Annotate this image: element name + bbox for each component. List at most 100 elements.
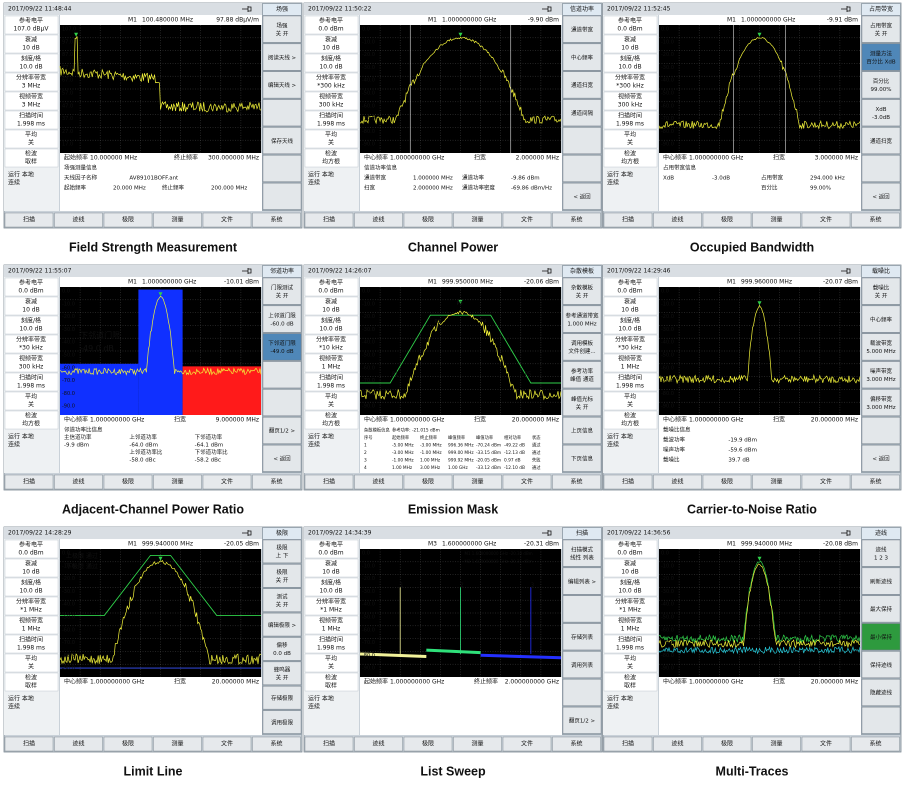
footer-key[interactable] bbox=[653, 212, 702, 228]
footer-key[interactable] bbox=[153, 212, 202, 228]
softkey[interactable] bbox=[262, 686, 302, 710]
footer-key[interactable] bbox=[502, 212, 552, 228]
footer-key[interactable] bbox=[453, 736, 502, 752]
footer-key[interactable] bbox=[354, 212, 403, 228]
softkey[interactable] bbox=[861, 182, 901, 210]
footer-key[interactable] bbox=[851, 474, 900, 490]
footer-key[interactable] bbox=[603, 212, 653, 228]
footer-key[interactable] bbox=[202, 212, 252, 228]
footer-key[interactable] bbox=[304, 212, 354, 228]
softkey[interactable] bbox=[562, 417, 602, 444]
footer-key[interactable] bbox=[653, 474, 702, 490]
footer-key[interactable] bbox=[453, 212, 502, 228]
footer-key[interactable] bbox=[304, 474, 354, 490]
footer-key[interactable] bbox=[702, 212, 752, 228]
footer-key[interactable] bbox=[502, 736, 552, 752]
softkey[interactable] bbox=[861, 71, 901, 99]
footer-key[interactable] bbox=[752, 736, 801, 752]
footer-key[interactable] bbox=[752, 474, 801, 490]
footer-key[interactable] bbox=[103, 474, 153, 490]
footer-key[interactable] bbox=[54, 736, 103, 752]
footer-key[interactable] bbox=[603, 736, 653, 752]
softkey[interactable] bbox=[262, 277, 302, 305]
footer-key[interactable] bbox=[252, 212, 301, 228]
footer-key[interactable] bbox=[851, 736, 900, 752]
softkey[interactable] bbox=[861, 651, 901, 678]
footer-key[interactable] bbox=[4, 736, 54, 752]
softkey[interactable] bbox=[562, 333, 602, 361]
softkey[interactable] bbox=[262, 612, 302, 637]
softkey[interactable] bbox=[861, 305, 901, 333]
footer-key[interactable] bbox=[354, 736, 403, 752]
footer-key[interactable] bbox=[801, 736, 851, 752]
softkey[interactable] bbox=[562, 567, 602, 595]
softkey[interactable] bbox=[262, 539, 302, 564]
footer-key[interactable] bbox=[304, 736, 354, 752]
softkey[interactable] bbox=[861, 99, 901, 127]
softkey[interactable] bbox=[262, 444, 302, 472]
footer-key[interactable] bbox=[4, 212, 54, 228]
softkey[interactable] bbox=[861, 333, 901, 361]
softkey[interactable] bbox=[562, 444, 602, 472]
footer-key[interactable] bbox=[502, 474, 552, 490]
softkey[interactable] bbox=[562, 43, 602, 71]
softkey[interactable] bbox=[861, 539, 901, 567]
softkey[interactable] bbox=[562, 706, 602, 734]
footer-key[interactable] bbox=[54, 474, 103, 490]
softkey[interactable] bbox=[262, 637, 302, 661]
softkey[interactable] bbox=[562, 623, 602, 651]
footer-key[interactable] bbox=[4, 474, 54, 490]
footer-key[interactable] bbox=[603, 474, 653, 490]
softkey[interactable] bbox=[562, 99, 602, 127]
footer-key[interactable] bbox=[354, 474, 403, 490]
footer-key[interactable] bbox=[552, 736, 601, 752]
softkey[interactable] bbox=[861, 595, 901, 623]
footer-key[interactable] bbox=[202, 474, 252, 490]
softkey[interactable] bbox=[861, 567, 901, 595]
softkey[interactable] bbox=[861, 15, 901, 43]
softkey[interactable] bbox=[262, 127, 302, 154]
softkey[interactable] bbox=[562, 389, 602, 416]
footer-key[interactable] bbox=[252, 474, 301, 490]
softkey[interactable] bbox=[861, 43, 901, 71]
footer-key[interactable] bbox=[153, 736, 202, 752]
footer-key[interactable] bbox=[103, 212, 153, 228]
softkey[interactable] bbox=[861, 679, 901, 706]
footer-key[interactable] bbox=[403, 474, 453, 490]
softkey[interactable] bbox=[262, 588, 302, 612]
softkey[interactable] bbox=[262, 661, 302, 685]
softkey[interactable] bbox=[562, 71, 602, 99]
softkey[interactable] bbox=[262, 305, 302, 333]
footer-key[interactable] bbox=[702, 474, 752, 490]
softkey[interactable] bbox=[861, 389, 901, 416]
footer-key[interactable] bbox=[552, 212, 601, 228]
softkey[interactable] bbox=[562, 182, 602, 210]
softkey[interactable] bbox=[262, 15, 302, 43]
footer-key[interactable] bbox=[752, 212, 801, 228]
footer-key[interactable] bbox=[403, 736, 453, 752]
softkey[interactable] bbox=[861, 277, 901, 305]
footer-key[interactable] bbox=[851, 212, 900, 228]
softkey[interactable] bbox=[562, 277, 602, 305]
softkey[interactable] bbox=[262, 710, 302, 734]
softkey[interactable] bbox=[861, 623, 901, 651]
footer-key[interactable] bbox=[801, 474, 851, 490]
softkey[interactable] bbox=[262, 417, 302, 444]
footer-key[interactable] bbox=[103, 736, 153, 752]
softkey[interactable] bbox=[861, 127, 901, 154]
footer-key[interactable] bbox=[403, 212, 453, 228]
softkey[interactable] bbox=[262, 333, 302, 361]
softkey[interactable] bbox=[861, 361, 901, 389]
footer-key[interactable] bbox=[252, 736, 301, 752]
softkey[interactable] bbox=[262, 43, 302, 71]
softkey[interactable] bbox=[562, 651, 602, 678]
footer-key[interactable] bbox=[653, 736, 702, 752]
footer-key[interactable] bbox=[202, 736, 252, 752]
footer-key[interactable] bbox=[453, 474, 502, 490]
softkey[interactable] bbox=[562, 305, 602, 333]
footer-key[interactable] bbox=[552, 474, 601, 490]
footer-key[interactable] bbox=[702, 736, 752, 752]
footer-key[interactable] bbox=[54, 212, 103, 228]
softkey[interactable] bbox=[562, 539, 602, 567]
footer-key[interactable] bbox=[801, 212, 851, 228]
